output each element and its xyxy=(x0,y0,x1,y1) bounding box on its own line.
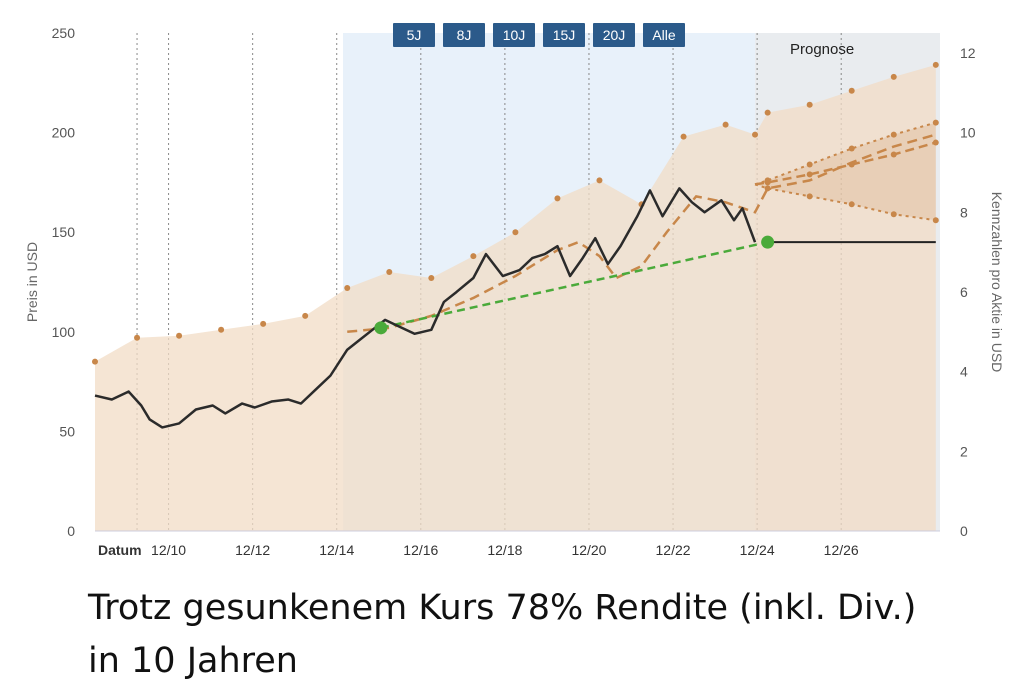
trend-end-point xyxy=(761,235,775,249)
x-tick-5: 12/20 xyxy=(571,542,606,558)
x-tick-4: 12/18 xyxy=(487,542,522,558)
kennzahl-point-18 xyxy=(806,101,813,108)
x-tick-7: 12/24 xyxy=(740,542,775,558)
kennzahl-point-6 xyxy=(344,284,351,291)
forecast-point-1-1 xyxy=(764,177,771,184)
chart-labels: Prognose Preis in USD Kennzahlen pro Akt… xyxy=(24,41,1005,558)
range-button-alle[interactable]: Alle xyxy=(643,23,685,47)
forecast-point-2-2 xyxy=(806,193,813,200)
x-axis-first-label: Datum xyxy=(98,542,142,558)
range-button-bg xyxy=(393,23,435,47)
range-button-bg xyxy=(543,23,585,47)
range-button-bg xyxy=(643,23,685,47)
x-tick-1: 12/12 xyxy=(235,542,270,558)
forecast-point-0-4 xyxy=(890,151,897,158)
x-tick-0: 12/10 xyxy=(151,542,186,558)
kennzahl-point-11 xyxy=(554,195,561,202)
y-left-tick-5: 0 xyxy=(67,523,75,539)
kennzahl-point-2 xyxy=(176,332,183,339)
range-button-label: 15J xyxy=(553,27,576,43)
y-right-tick-2: 8 xyxy=(960,204,968,220)
forecast-cone xyxy=(755,122,936,221)
axes: 250 200 150 100 50 0 12 10 8 6 4 2 0 12/10 12/12 12/14 1… xyxy=(52,25,976,558)
range-button-label: 5J xyxy=(407,27,422,43)
kennzahl-point-19 xyxy=(848,87,855,94)
forecast-point-0-2 xyxy=(806,171,813,178)
kennzahl-point-3 xyxy=(218,326,225,333)
range-button-label: 10J xyxy=(503,27,526,43)
kennzahl-point-15 xyxy=(722,121,729,128)
forecast-point-2-1 xyxy=(764,185,771,192)
forecast-label: Prognose xyxy=(790,41,854,58)
trend-line xyxy=(380,240,768,330)
kennzahl-point-16 xyxy=(752,131,759,138)
kennzahl-point-1 xyxy=(134,334,141,341)
range-button-15j[interactable]: 15J xyxy=(543,23,585,47)
kennzahl-point-14 xyxy=(680,133,687,140)
y-left-tick-1: 200 xyxy=(52,125,76,141)
y-left-tick-3: 100 xyxy=(52,324,76,340)
series-lines xyxy=(94,119,939,429)
caption-line-1: Trotz gesunkenem Kurs 78% Rendite (inkl.… xyxy=(88,588,917,628)
kennzahl-point-20 xyxy=(890,73,897,80)
y-axis-left-title: Preis in USD xyxy=(24,242,40,322)
forecast-line-2 xyxy=(754,183,936,222)
y-right-tick-5: 2 xyxy=(960,443,968,459)
fair-value-line xyxy=(347,133,937,334)
forecast-point-2-5 xyxy=(932,217,939,224)
forecast-point-1-5 xyxy=(932,119,939,126)
kennzahl-point-10 xyxy=(512,229,519,236)
y-right-tick-3: 6 xyxy=(960,284,968,300)
range-button-bar: 5J 8J 10J 15J 20J Alle xyxy=(393,23,685,47)
y-right-tick-1: 10 xyxy=(960,125,976,141)
kennzahl-point-8 xyxy=(428,275,435,282)
price-line xyxy=(94,187,757,429)
forecast-point-1-2 xyxy=(806,161,813,168)
x-tick-6: 12/22 xyxy=(656,542,691,558)
trend-start-point xyxy=(374,321,388,335)
range-button-label: 20J xyxy=(603,27,626,43)
kennzahl-point-0 xyxy=(92,358,98,365)
range-button-10j[interactable]: 10J xyxy=(493,23,535,47)
kennzahl-point-12 xyxy=(596,177,603,184)
range-button-bg xyxy=(493,23,535,47)
x-tick-3: 12/16 xyxy=(403,542,438,558)
range-button-bg xyxy=(443,23,485,47)
y-right-tick-4: 4 xyxy=(960,364,968,380)
forecast-line-1 xyxy=(754,121,937,186)
x-tick-2: 12/14 xyxy=(319,542,354,558)
kennzahl-point-21 xyxy=(932,61,939,68)
range-button-bg xyxy=(593,23,635,47)
range-button-label: Alle xyxy=(652,27,676,43)
forecast-line-0 xyxy=(754,141,937,186)
range-button-20j[interactable]: 20J xyxy=(593,23,635,47)
kennzahl-point-17 xyxy=(764,109,771,116)
y-axis-right-title: Kennzahlen pro Aktie in USD xyxy=(989,192,1005,373)
kennzahl-point-9 xyxy=(470,253,477,260)
kennzahl-point-5 xyxy=(302,312,309,319)
range-button-8j[interactable]: 8J xyxy=(443,23,485,47)
y-left-tick-0: 250 xyxy=(52,25,76,41)
forecast-point-1-4 xyxy=(890,131,897,138)
caption: Trotz gesunkenem Kurs 78% Rendite (inkl.… xyxy=(88,582,1018,688)
y-left-tick-2: 150 xyxy=(52,224,76,240)
range-button-5j[interactable]: 5J xyxy=(393,23,435,47)
caption-line-2: in 10 Jahren xyxy=(88,641,298,681)
y-right-tick-6: 0 xyxy=(960,523,968,539)
forecast-point-2-3 xyxy=(848,201,855,208)
price-chart: 250 200 150 100 50 0 12 10 8 6 4 2 0 12/10 12/12 12/14 1… xyxy=(24,23,1005,558)
forecast-point-2-4 xyxy=(890,211,897,218)
forecast-point-1-3 xyxy=(848,145,855,152)
x-tick-8: 12/26 xyxy=(824,542,859,558)
forecast-point-0-5 xyxy=(932,139,939,146)
y-left-tick-4: 50 xyxy=(59,423,75,439)
y-right-tick-0: 12 xyxy=(960,45,976,61)
range-button-label: 8J xyxy=(457,27,472,43)
kennzahl-point-7 xyxy=(386,269,393,276)
kennzahl-point-4 xyxy=(260,320,267,327)
